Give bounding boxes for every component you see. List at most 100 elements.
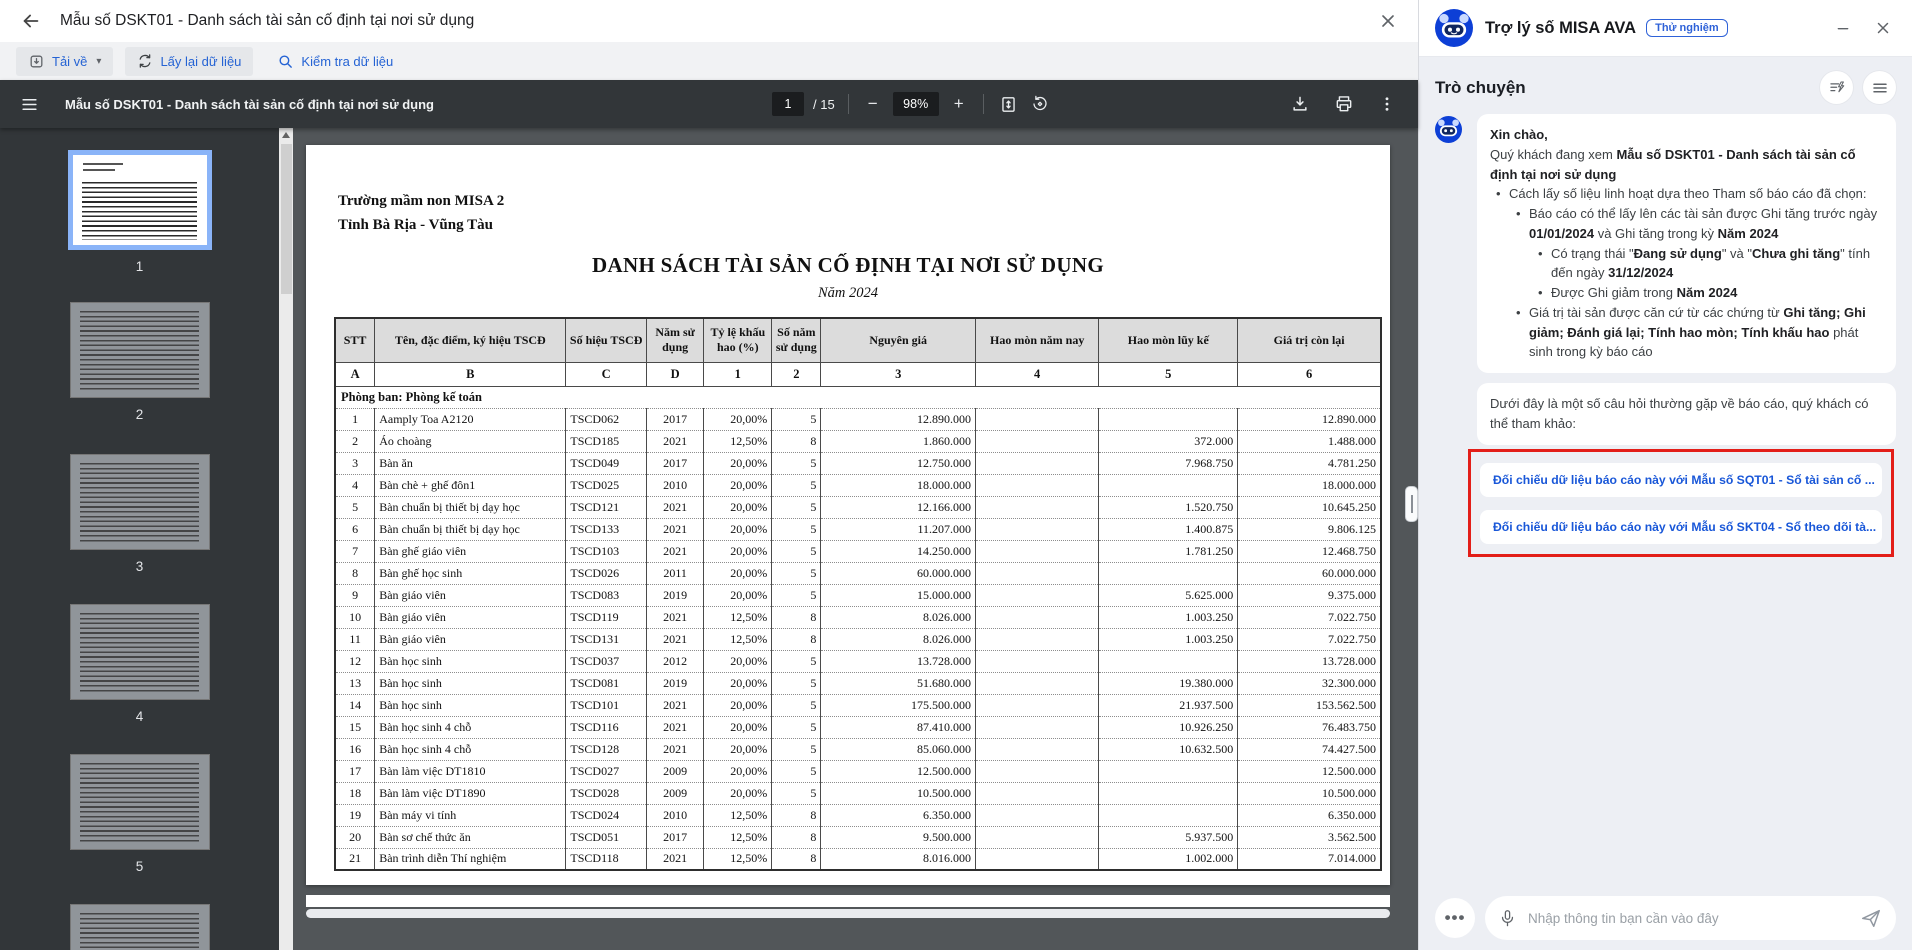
asset-cell: 5 — [771, 451, 822, 474]
asset-cell: 2021 — [645, 693, 705, 716]
asset-cell: 2021 — [645, 737, 705, 760]
column-header: Tên, đặc điểm, ký hiệu TSCĐ — [374, 318, 567, 363]
new-chat-button[interactable] — [1820, 71, 1853, 104]
asset-cell: TSCD025 — [565, 473, 647, 496]
asset-cell: 20 — [334, 825, 376, 848]
suggested-question[interactable]: Đối chiếu dữ liệu báo cáo này với Mẫu số… — [1480, 509, 1882, 544]
back-button[interactable] — [20, 10, 42, 32]
page-number-input[interactable] — [772, 92, 804, 116]
pdf-toolbar-actions — [1288, 80, 1398, 128]
rotate-button[interactable] — [1029, 93, 1051, 115]
back-arrow-icon — [23, 14, 39, 28]
download-button[interactable]: Tải về ▾ — [16, 46, 114, 76]
column-code: C — [565, 362, 647, 387]
asset-cell — [1098, 781, 1239, 804]
chat-menu-button[interactable] — [1863, 71, 1896, 104]
asset-cell — [975, 715, 1100, 738]
asset-row: 13 Bàn học sinh TSCD081 2019 20,00% 5 51.680.0… — [334, 671, 1382, 694]
send-icon[interactable] — [1860, 907, 1882, 929]
chat-messages: Xin chào, Quý khách đang xem Mẫu số DSKT… — [1419, 114, 1912, 557]
asset-cell — [1098, 473, 1239, 496]
asset-cell: 13 — [334, 671, 376, 694]
asset-cell: 20,00% — [703, 671, 773, 694]
asset-cell: 2 — [334, 429, 376, 452]
asset-cell — [975, 517, 1100, 540]
asset-cell: 9 — [334, 583, 376, 606]
chat-input[interactable] — [1526, 909, 1850, 927]
asset-cell: TSCD131 — [565, 627, 647, 650]
org-province: Tỉnh Bà Rịa - Vũng Tàu — [338, 217, 493, 233]
page-total-label: / 15 — [813, 96, 835, 112]
asset-cell: 12.500.000 — [1237, 759, 1382, 782]
asset-row: 1 Aamply Toa A2120 TSCD062 2017 20,00% 5 12.89… — [334, 407, 1382, 430]
asset-cell: Áo choàng — [374, 429, 567, 452]
asset-row: 6 Bàn chuẩn bị thiết bị dạy học TSCD133 202… — [334, 517, 1382, 540]
asset-cell: 10.632.500 — [1098, 737, 1239, 760]
microphone-icon[interactable] — [1499, 908, 1516, 929]
asset-cell: 6.350.000 — [1237, 803, 1382, 826]
download-icon — [30, 55, 43, 67]
document-area: Trường mầm non MISA 2 Tỉnh Bà Rịa - Vũng… — [293, 128, 1418, 950]
page-thumbnail-5[interactable]: 5 — [0, 754, 279, 874]
thumbnail-page-number: 1 — [135, 259, 144, 274]
asset-cell: 20,00% — [703, 715, 773, 738]
page-thumbnail-2[interactable]: 2 — [0, 302, 279, 422]
pdf-download-button[interactable] — [1288, 92, 1312, 116]
asset-cell: 20,00% — [703, 451, 773, 474]
print-button[interactable] — [1332, 92, 1356, 116]
department-group-label: Phòng ban: Phòng kế toán — [334, 386, 1382, 408]
asset-row: 20 Bàn sơ chế thức ăn TSCD051 2017 12,50% 8 9.… — [334, 825, 1382, 848]
asset-cell: Bàn học sinh — [374, 649, 567, 672]
column-header: Hao mòn lũy kế — [1098, 318, 1239, 363]
menu-icon[interactable] — [14, 89, 45, 120]
zoom-out-button[interactable]: − — [867, 94, 878, 113]
assistant-body: Trò chuyện Xin chào, — [1419, 57, 1912, 950]
asset-cell: 4 — [334, 473, 376, 496]
asset-cell: 1.400.875 — [1098, 517, 1239, 540]
suggested-question[interactable]: Đối chiếu dữ liệu báo cáo này với Mẫu số… — [1480, 462, 1882, 497]
window-close-button[interactable] — [1378, 11, 1398, 31]
asset-cell: 8.016.000 — [820, 847, 977, 870]
page-thumbnail-3[interactable]: 3 — [0, 454, 279, 574]
assistant-close-button[interactable] — [1870, 15, 1896, 41]
asset-cell: 16 — [334, 737, 376, 760]
horizontal-scrollbar[interactable] — [306, 909, 1390, 918]
chat-section-title: Trò chuyện — [1435, 77, 1526, 97]
check-data-button[interactable]: Kiểm tra dữ liệu — [265, 47, 405, 76]
page-thumbnail-6[interactable]: 6 — [0, 904, 279, 950]
asset-cell: 12.890.000 — [820, 407, 977, 430]
asset-cell: Bàn giáo viên — [374, 605, 567, 628]
thumbnail-scrollbar[interactable] — [279, 128, 293, 950]
asset-cell: 372.000 — [1098, 429, 1239, 452]
asset-row: 9 Bàn giáo viên TSCD083 2019 20,00% 5 15.000.0… — [334, 583, 1382, 606]
reload-data-button[interactable]: Lấy lại dữ liệu — [125, 46, 254, 76]
asset-row: 16 Bàn học sinh 4 chỗ TSCD128 2021 20,00% 5 85… — [334, 737, 1382, 760]
hamburger-icon — [1872, 83, 1887, 92]
more-actions-button[interactable]: ••• — [1435, 898, 1475, 938]
asset-cell: 7 — [334, 539, 376, 562]
asset-cell: TSCD028 — [565, 781, 647, 804]
asset-cell: TSCD024 — [565, 803, 647, 826]
asset-cell: TSCD103 — [565, 539, 647, 562]
page-thumbnail-4[interactable]: 4 — [0, 604, 279, 724]
asset-cell: TSCD083 — [565, 583, 647, 606]
column-code: 4 — [975, 362, 1100, 387]
asset-cell — [975, 627, 1100, 650]
asset-cell — [1098, 561, 1239, 584]
zoom-in-button[interactable]: + — [953, 94, 964, 113]
asset-cell: 7.022.750 — [1237, 605, 1382, 628]
asset-cell: 1.781.250 — [1098, 539, 1239, 562]
more-options-button[interactable] — [1376, 93, 1398, 115]
asset-cell: TSCD062 — [565, 407, 647, 430]
asset-cell: 17 — [334, 759, 376, 782]
asset-cell: 12.500.000 — [820, 759, 977, 782]
minimize-button[interactable] — [1830, 15, 1856, 41]
column-header: Hao mòn năm nay — [975, 318, 1100, 363]
panel-resize-handle[interactable] — [1405, 486, 1418, 522]
zoom-level: 98% — [892, 92, 939, 116]
fit-to-page-button[interactable] — [997, 93, 1020, 116]
asset-cell: 74.427.500 — [1237, 737, 1382, 760]
asset-cell: 3.562.500 — [1237, 825, 1382, 848]
page-thumbnail-1[interactable]: 1 — [0, 150, 279, 274]
asset-cell: 19.380.000 — [1098, 671, 1239, 694]
